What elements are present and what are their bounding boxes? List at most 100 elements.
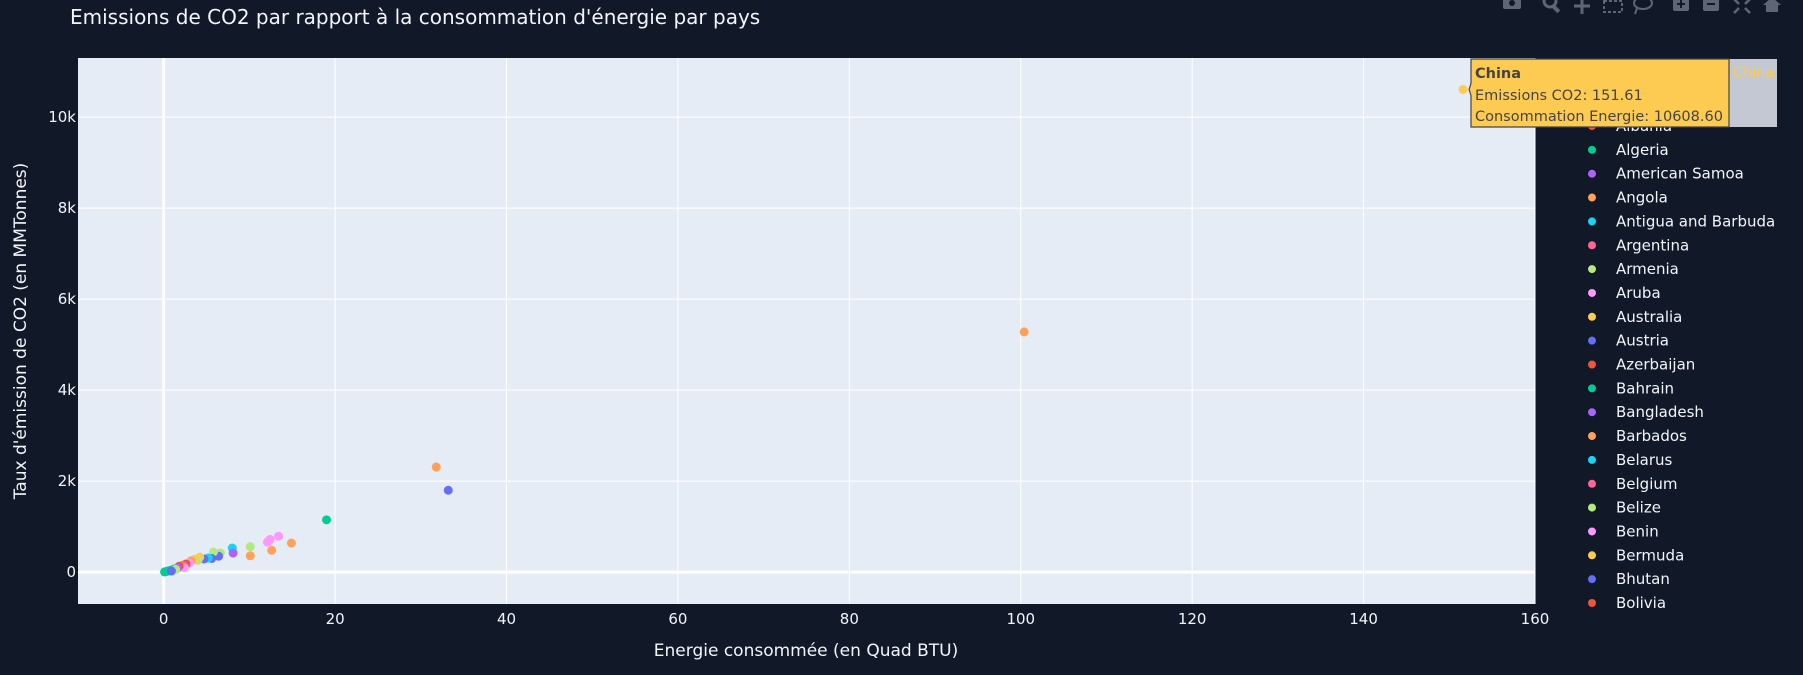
legend-label: Belize <box>1616 499 1661 517</box>
legend-marker <box>1588 169 1596 178</box>
plot-area[interactable] <box>78 58 1535 604</box>
legend-label: Belgium <box>1616 475 1678 493</box>
data-point[interactable] <box>245 551 255 561</box>
data-point[interactable] <box>228 548 238 558</box>
home-icon[interactable] <box>1763 0 1781 12</box>
legend-label: Bolivia <box>1616 594 1666 612</box>
legend-item[interactable]: Algeria <box>1588 141 1669 159</box>
data-point[interactable] <box>286 538 296 548</box>
data-point[interactable] <box>322 515 332 525</box>
legend-label: Argentina <box>1616 236 1689 254</box>
legend-marker <box>1588 479 1596 488</box>
data-point[interactable] <box>1458 84 1468 94</box>
tooltip-side-label: China <box>1733 65 1774 81</box>
legend-item[interactable]: Argentina <box>1588 236 1689 254</box>
legend-marker <box>1588 551 1596 560</box>
legend-marker <box>1588 312 1596 321</box>
y-axis-ticks: 0 2k 4k 6k 8k 10k <box>48 108 76 581</box>
legend-marker <box>1588 503 1596 512</box>
legend-marker <box>1588 145 1596 154</box>
legend-item[interactable]: Australia <box>1588 308 1682 326</box>
legend-marker <box>1588 575 1596 584</box>
x-tick-label: 120 <box>1178 610 1207 628</box>
legend-label: Austria <box>1616 332 1669 350</box>
legend-item[interactable]: Belgium <box>1588 475 1678 493</box>
data-points <box>160 84 1468 577</box>
legend-item[interactable]: Angola <box>1588 189 1668 207</box>
legend-item[interactable]: Antigua and Barbuda <box>1588 212 1775 230</box>
legend-label: Bangladesh <box>1616 403 1704 421</box>
legend-label: Aruba <box>1616 284 1661 302</box>
camera-icon[interactable] <box>1503 0 1521 9</box>
tooltip-box <box>1468 58 1730 128</box>
tooltip-line-1: Emissions CO2: 151.61 <box>1475 88 1643 104</box>
legend-marker <box>1588 455 1596 464</box>
data-point[interactable] <box>245 542 255 552</box>
chart-title: Emissions de CO2 par rapport à la consom… <box>70 5 760 29</box>
legend-label: Bhutan <box>1616 570 1670 588</box>
legend-marker <box>1588 336 1596 345</box>
legend-marker <box>1588 193 1596 202</box>
legend-item[interactable]: Aruba <box>1588 284 1661 302</box>
y-tick-label: 10k <box>48 108 76 126</box>
legend-marker <box>1588 288 1596 297</box>
y-tick-label: 6k <box>58 290 77 308</box>
legend-marker <box>1588 241 1596 250</box>
data-point[interactable] <box>1019 327 1029 337</box>
x-tick-label: 0 <box>159 610 169 628</box>
legend-item[interactable]: Armenia <box>1588 260 1679 278</box>
legend-marker <box>1588 432 1596 441</box>
x-tick-label: 80 <box>840 610 859 628</box>
legend-marker <box>1588 265 1596 274</box>
y-tick-label: 8k <box>58 199 77 217</box>
legend-item[interactable]: Bhutan <box>1588 570 1670 588</box>
y-tick-label: 2k <box>58 472 77 490</box>
x-tick-label: 100 <box>1006 610 1035 628</box>
grid-lines <box>78 58 1536 604</box>
legend-label: Bahrain <box>1616 379 1674 397</box>
legend-item[interactable]: Belarus <box>1588 451 1673 469</box>
y-axis-title: Taux d'émission de CO2 (en MMTonnes) <box>11 163 31 501</box>
x-tick-label: 60 <box>668 610 687 628</box>
legend-label: Australia <box>1616 308 1682 326</box>
data-point[interactable] <box>262 537 272 547</box>
tooltip-side-box <box>1729 59 1777 127</box>
x-tick-label: 140 <box>1349 610 1378 628</box>
legend-marker <box>1588 408 1596 417</box>
lasso-icon[interactable] <box>1633 0 1653 15</box>
legend-item[interactable]: American Samoa <box>1588 165 1744 183</box>
legend-item[interactable]: Belize <box>1588 499 1661 517</box>
data-point[interactable] <box>267 545 277 555</box>
legend-item[interactable]: Bahrain <box>1588 379 1674 397</box>
data-point[interactable] <box>431 462 441 472</box>
data-point[interactable] <box>166 566 176 576</box>
legend-label: Angola <box>1616 189 1668 207</box>
legend-item[interactable]: Austria <box>1588 332 1669 350</box>
legend-label: Armenia <box>1616 260 1679 278</box>
legend-item[interactable]: Bolivia <box>1588 594 1666 612</box>
zoom-out-icon[interactable] <box>1703 0 1719 11</box>
legend-item[interactable]: Barbados <box>1588 427 1687 445</box>
legend-label: American Samoa <box>1616 165 1744 183</box>
data-point[interactable] <box>274 531 284 541</box>
pan-icon[interactable] <box>1574 0 1590 14</box>
legend-label: Barbados <box>1616 427 1687 445</box>
box-select-icon[interactable] <box>1603 0 1623 13</box>
legend-label: Belarus <box>1616 451 1673 469</box>
legend-label: Bermuda <box>1616 546 1684 564</box>
autoscale-icon[interactable] <box>1733 0 1751 14</box>
legend-label: Benin <box>1616 522 1659 540</box>
legend-marker <box>1588 360 1596 369</box>
data-point[interactable] <box>443 485 453 495</box>
zoom-in-icon[interactable] <box>1673 0 1689 11</box>
legend-item[interactable]: Azerbaijan <box>1588 356 1695 374</box>
x-tick-label: 20 <box>326 610 345 628</box>
x-axis-title: Energie consommée (en Quad BTU) <box>654 641 958 661</box>
data-point[interactable] <box>160 567 170 577</box>
legend-marker <box>1588 384 1596 393</box>
legend-item[interactable]: Benin <box>1588 522 1659 540</box>
legend-item[interactable]: Bangladesh <box>1588 403 1704 421</box>
zoom-icon[interactable] <box>1542 0 1561 14</box>
legend-label: Algeria <box>1616 141 1669 159</box>
legend-item[interactable]: Bermuda <box>1588 546 1684 564</box>
